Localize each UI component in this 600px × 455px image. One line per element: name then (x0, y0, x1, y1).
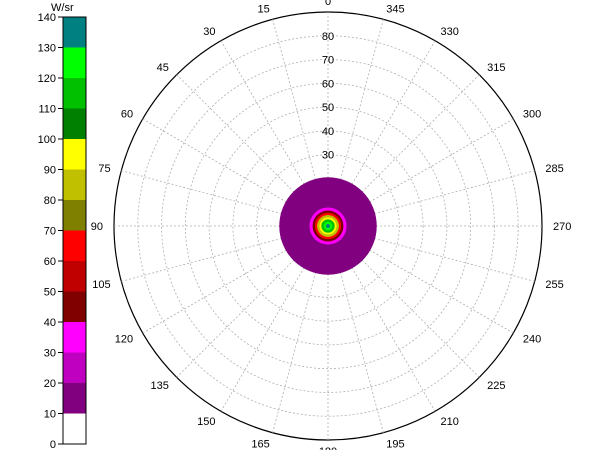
colorbar-band-0 (63, 413, 86, 444)
angular-tick-label-3: 45 (157, 62, 169, 74)
radial-grid-circle-4 (208, 106, 448, 346)
radial-grid-circle-3 (232, 130, 424, 322)
colorbar-band-4 (63, 291, 86, 322)
colorbar-band-1 (63, 383, 86, 414)
radial-tick-label-7: 80 (322, 31, 334, 43)
angular-tick-label-17: 255 (545, 279, 563, 291)
radial-tick-label-4: 50 (322, 102, 334, 114)
angular-tick-label-13: 195 (386, 438, 404, 450)
angular-tick-label-14: 210 (441, 416, 459, 428)
angular-tick-label-5: 75 (98, 163, 110, 175)
colorbar-tick-label-3: 30 (44, 348, 56, 360)
colorbar-tick-label-7: 70 (44, 226, 56, 238)
angular-tick-label-16: 240 (523, 334, 541, 346)
radial-tick-label-5: 60 (322, 78, 334, 90)
colorbar-unit-label: W/sr (51, 2, 74, 14)
angular-tick-label-11: 165 (251, 438, 269, 450)
colorbar-tick-label-4: 40 (44, 317, 56, 329)
colorbar-band-9 (63, 139, 86, 170)
angular-tick-label-7: 105 (92, 279, 110, 291)
angular-tick-label-23: 345 (386, 4, 404, 16)
colorbar-band-5 (63, 261, 86, 292)
angular-tick-label-15: 225 (487, 380, 505, 392)
colorbar-tick-label-6: 60 (44, 256, 56, 268)
radial-tick-label-2: 30 (322, 150, 334, 162)
angular-tick-label-1: 15 (258, 4, 270, 16)
polar-plot: 30 40 50 60 70 80 0 15 30 45 60 75 90 105 120 135 150 165… (91, 0, 572, 455)
colorbar-band-3 (63, 322, 86, 353)
colorbar-tick-label-9: 90 (44, 165, 56, 177)
radial-grid-circle-7 (137, 35, 519, 417)
radial-grid-circle-5 (184, 82, 472, 370)
intensity-ring-8 (325, 223, 331, 229)
colorbar-band-13 (63, 17, 86, 48)
colorbar-tick-label-13: 130 (38, 43, 56, 55)
colorbar-tick-label-14: 140 (38, 12, 56, 24)
colorbar-tick-label-11: 110 (38, 104, 56, 116)
angular-tick-label-2: 30 (203, 26, 215, 38)
radial-grid-circle-6 (161, 59, 495, 393)
angular-tick-label-6: 90 (91, 221, 103, 233)
colorbar-tick-label-1: 10 (44, 409, 56, 421)
colorbar-tick-label-12: 120 (38, 73, 56, 85)
angular-tick-label-8: 120 (115, 334, 133, 346)
colorbar-band-10 (63, 108, 86, 139)
angular-tick-label-22: 330 (441, 26, 459, 38)
angular-tick-label-21: 315 (487, 62, 505, 74)
angular-tick-label-20: 300 (523, 109, 541, 121)
colorbar-tick-label-5: 50 (44, 287, 56, 299)
colorbar-band-8 (63, 169, 86, 200)
radial-tick-label-3: 40 (322, 126, 334, 138)
angular-tick-label-18: 270 (553, 221, 571, 233)
angular-tick-label-12: 180 (319, 446, 337, 450)
radial-tick-label-6: 70 (322, 55, 334, 67)
colorbar-tick-label-0: 0 (50, 439, 56, 450)
colorbar-tick-label-8: 80 (44, 195, 56, 207)
radial-grid-circle-2 (256, 154, 400, 298)
colorbar-band-6 (63, 230, 86, 261)
angular-tick-label-10: 150 (197, 416, 215, 428)
colorbar-tick-label-2: 20 (44, 378, 56, 390)
colorbar-band-12 (63, 47, 86, 78)
angular-tick-label-0: 0 (325, 0, 331, 8)
colorbar-band-7 (63, 200, 86, 231)
angular-tick-label-4: 60 (121, 109, 133, 121)
colorbar-band-11 (63, 78, 86, 109)
angular-tick-label-9: 135 (151, 380, 169, 392)
colorbar-tick-label-10: 100 (38, 134, 56, 146)
angular-tick-label-19: 285 (545, 163, 563, 175)
colorbar-band-2 (63, 352, 86, 383)
